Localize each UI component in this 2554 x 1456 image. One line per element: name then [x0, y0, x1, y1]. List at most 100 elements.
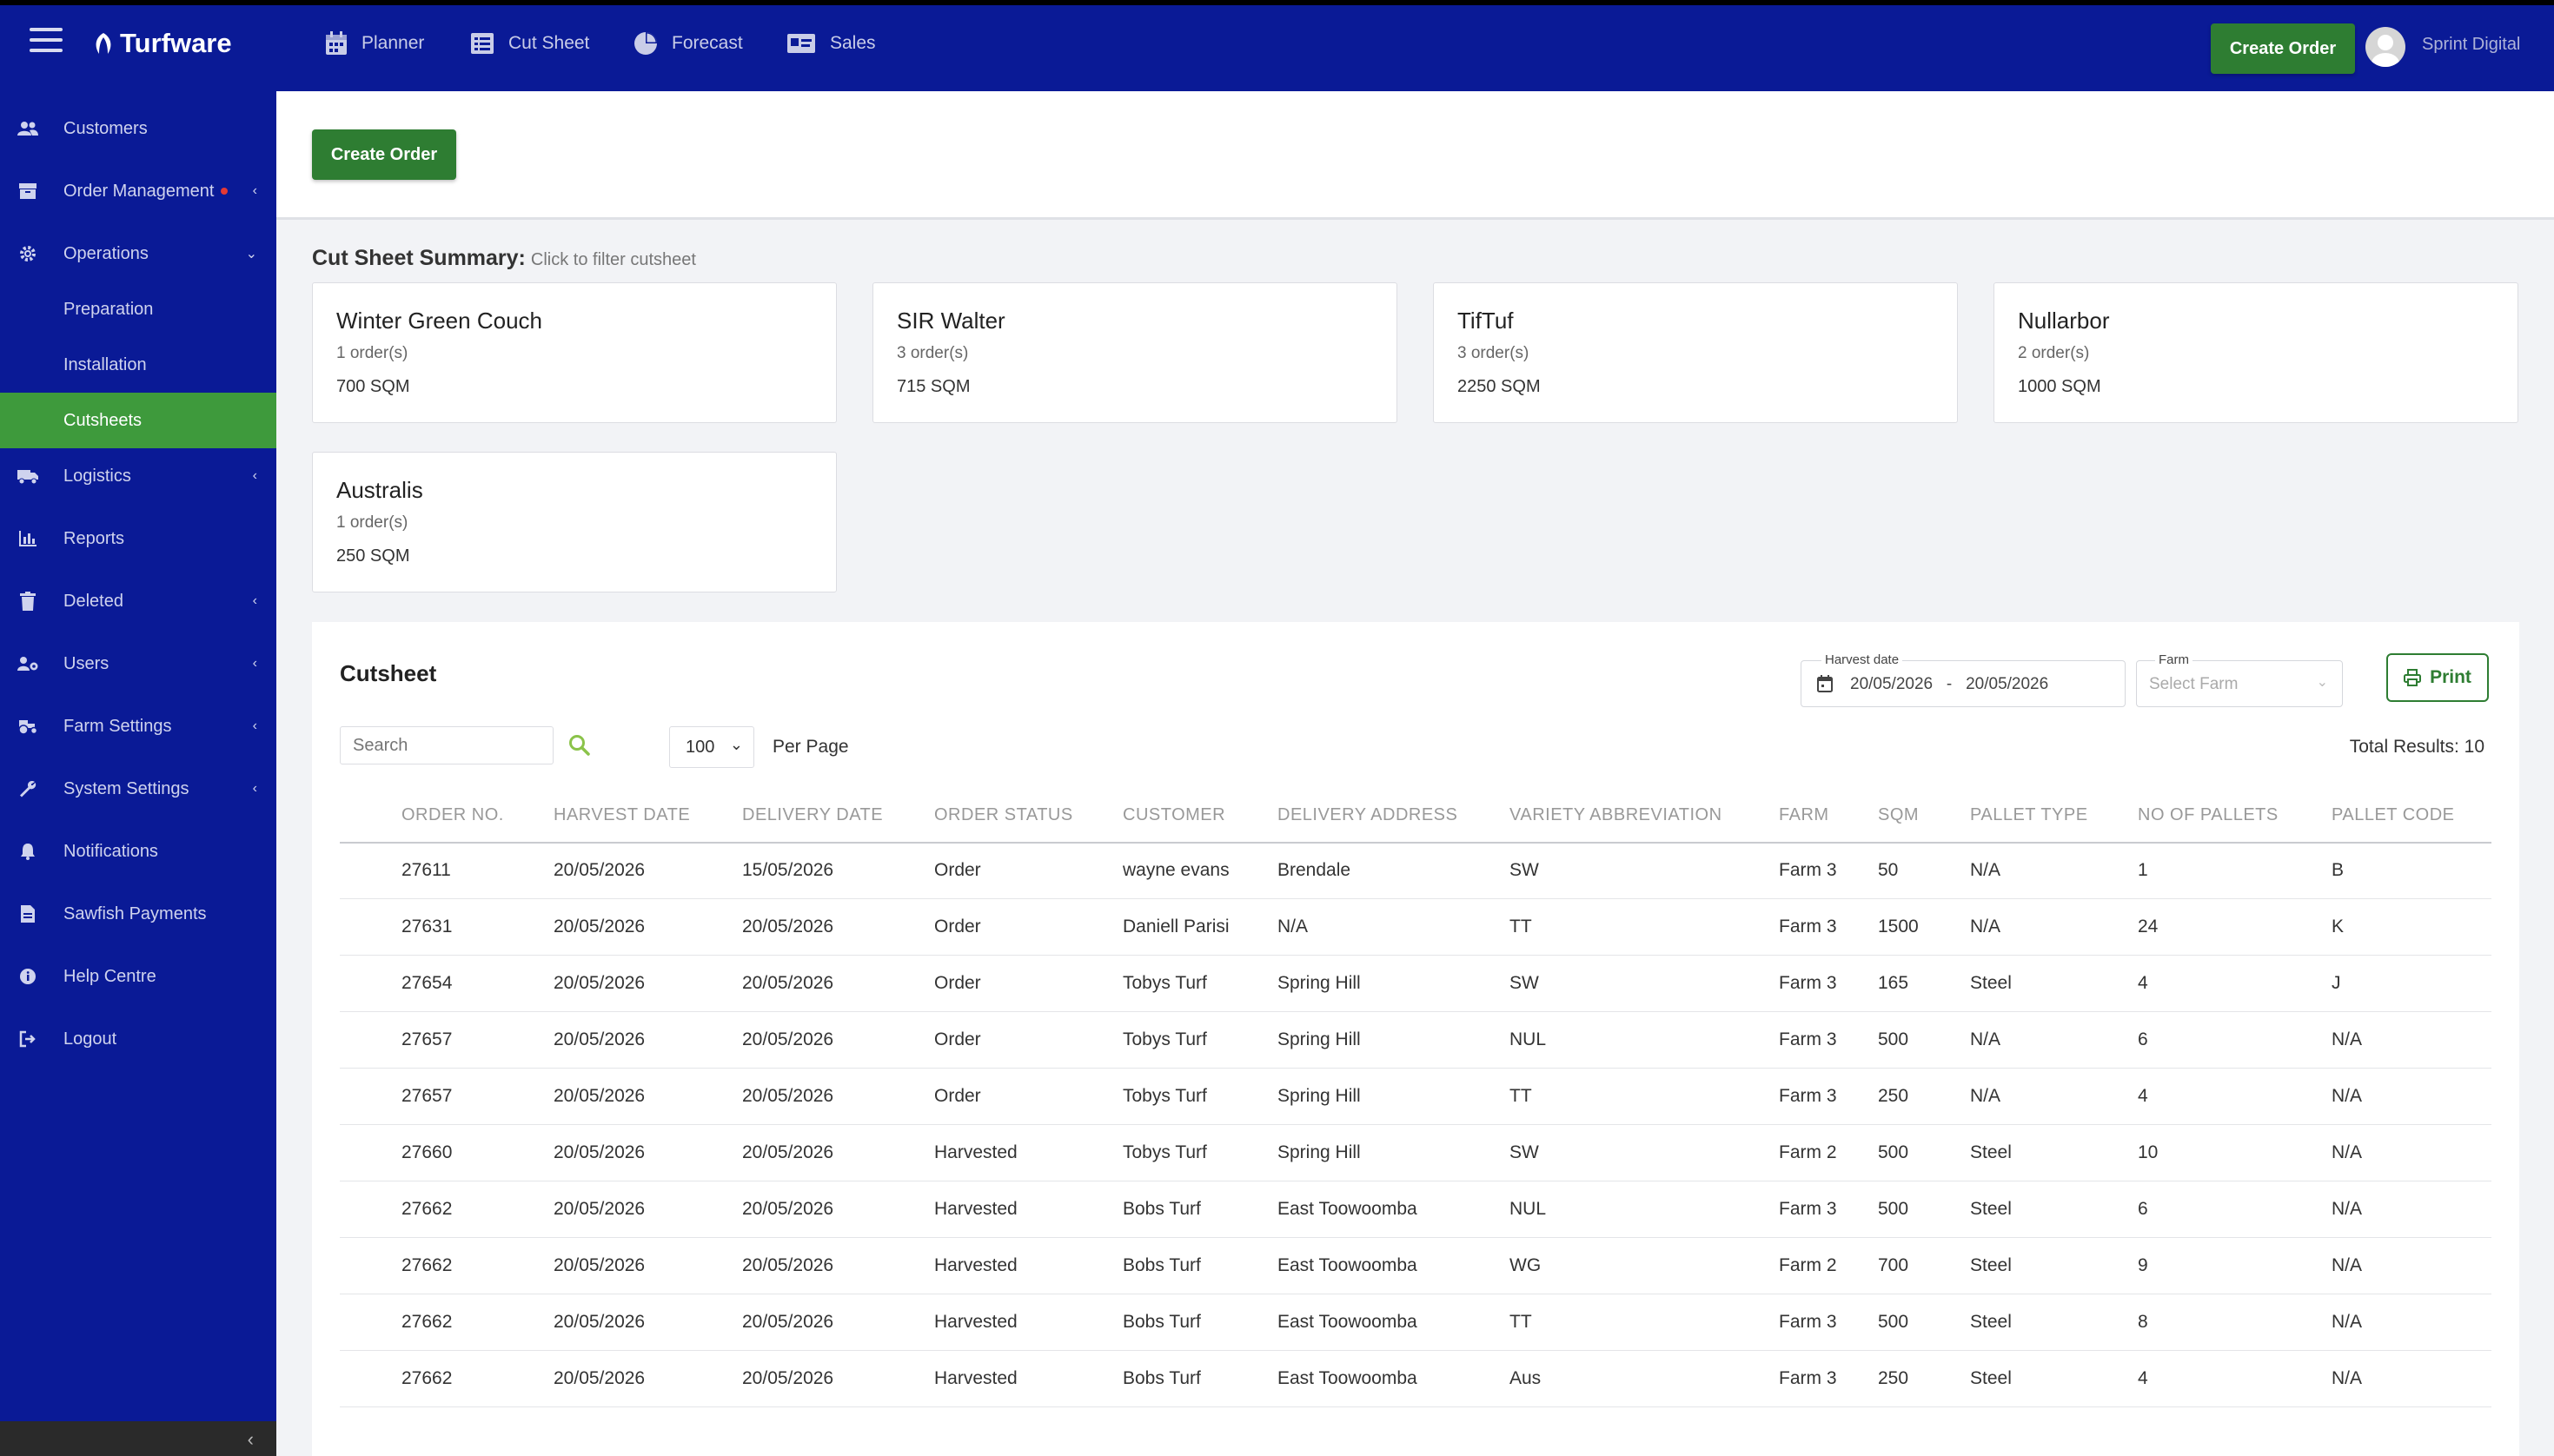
topnav-cut-sheet[interactable]: Cut Sheet: [470, 26, 589, 61]
topnav-forecast[interactable]: Forecast: [634, 26, 743, 61]
sidebar-item-farm-settings[interactable]: Farm Settings ‹: [0, 698, 276, 754]
summary-card-winter-green-couch[interactable]: Winter Green Couch 1 order(s) 700 SQM: [312, 282, 837, 423]
cell-order-status: Harvested: [934, 1255, 1018, 1275]
sidebar-item-label: Sawfish Payments: [63, 903, 207, 923]
cell-delivery-date: 20/05/2026: [742, 1199, 834, 1219]
table-row[interactable]: 27657 20/05/2026 20/05/2026 Order Tobys Turf…: [340, 1069, 2491, 1125]
col-pallet-type[interactable]: PALLET TYPE: [1970, 805, 2088, 824]
col-customer[interactable]: CUSTOMER: [1123, 805, 1226, 824]
cell-no-of-pallets: 4: [2138, 973, 2148, 993]
sidebar-item-customers[interactable]: Customers: [0, 101, 276, 156]
col-order-status[interactable]: ORDER STATUS: [934, 805, 1073, 824]
sidebar-item-users[interactable]: Users ‹: [0, 636, 276, 692]
cell-customer: Tobys Turf: [1123, 1029, 1207, 1049]
table-row[interactable]: 27662 20/05/2026 20/05/2026 Harvested Bobs T…: [340, 1238, 2491, 1294]
cell-delivery-date: 20/05/2026: [742, 1029, 834, 1049]
sidebar-item-reports[interactable]: Reports: [0, 511, 276, 566]
farm-select[interactable]: Select Farm ⌄: [2136, 660, 2343, 707]
sidebar-item-system-settings[interactable]: System Settings ‹: [0, 761, 276, 817]
sidebar-item-cutsheets[interactable]: Cutsheets: [0, 393, 276, 448]
sidebar-item-label: Notifications: [63, 841, 158, 861]
col-variety-abbreviation[interactable]: VARIETY ABBREVIATION: [1509, 805, 1722, 824]
user-name[interactable]: Sprint Digital: [2422, 35, 2521, 54]
cell-delivery-address: Spring Hill: [1277, 973, 1361, 993]
bar-chart-icon: [17, 528, 38, 549]
print-label: Print: [2430, 667, 2471, 687]
cell-sqm: 500: [1878, 1029, 1909, 1049]
summary-card-nullarbor[interactable]: Nullarbor 2 order(s) 1000 SQM: [1993, 282, 2518, 423]
users-cog-icon: [17, 653, 38, 674]
cell-customer: Tobys Turf: [1123, 973, 1207, 993]
action-bar: [276, 91, 2554, 220]
cell-pallet-code: J: [2332, 973, 2341, 993]
search-input[interactable]: [340, 726, 554, 764]
sidebar-item-deleted[interactable]: Deleted ‹: [0, 573, 276, 629]
app-logo[interactable]: Turfware: [90, 26, 232, 61]
search-icon[interactable]: [568, 734, 591, 757]
cell-variety: SW: [1509, 1142, 1539, 1162]
col-harvest-date[interactable]: HARVEST DATE: [554, 805, 691, 824]
cell-sqm: 250: [1878, 1086, 1909, 1106]
farm-label: Farm: [2155, 652, 2192, 667]
sidebar-item-installation[interactable]: Installation: [0, 337, 276, 393]
chevron-left-icon: ‹: [252, 781, 257, 796]
topnav-sales[interactable]: Sales: [786, 26, 876, 61]
sidebar-item-logistics[interactable]: Logistics ‹: [0, 448, 276, 504]
col-no-of-pallets[interactable]: NO OF PALLETS: [2138, 805, 2279, 824]
sidebar-item-sawfish-payments[interactable]: Sawfish Payments: [0, 886, 276, 942]
card-order-count: 3 order(s): [897, 344, 969, 362]
cell-no-of-pallets: 8: [2138, 1312, 2148, 1332]
topnav-planner[interactable]: Planner: [325, 26, 424, 61]
chevron-left-icon: ‹: [252, 656, 257, 671]
cell-pallet-type: Steel: [1970, 1199, 2012, 1219]
cell-order-status: Harvested: [934, 1368, 1018, 1388]
harvest-date-range-picker[interactable]: 20/05/2026 - 20/05/2026: [1801, 660, 2126, 707]
create-order-button-top[interactable]: Create Order: [2211, 23, 2355, 74]
col-delivery-address[interactable]: DELIVERY ADDRESS: [1277, 805, 1458, 824]
card-sqm: 715 SQM: [897, 377, 971, 396]
table-row[interactable]: 27662 20/05/2026 20/05/2026 Harvested Bobs T…: [340, 1181, 2491, 1238]
sidebar-item-help-centre[interactable]: Help Centre: [0, 949, 276, 1004]
sidebar-item-order-management[interactable]: Order Management ‹: [0, 163, 276, 219]
summary-card-tiftuf[interactable]: TifTuf 3 order(s) 2250 SQM: [1433, 282, 1958, 423]
col-pallet-code[interactable]: PALLET CODE: [2332, 805, 2455, 824]
logout-icon: [17, 1029, 38, 1049]
trash-icon: [17, 591, 38, 612]
table-row[interactable]: 27660 20/05/2026 20/05/2026 Harvested Tobys …: [340, 1125, 2491, 1181]
users-icon: [17, 118, 38, 139]
cell-variety: TT: [1509, 1312, 1532, 1332]
table-row[interactable]: 27654 20/05/2026 20/05/2026 Order Tobys Turf…: [340, 956, 2491, 1012]
sidebar-item-preparation[interactable]: Preparation: [0, 281, 276, 337]
col-delivery-date[interactable]: DELIVERY DATE: [742, 805, 884, 824]
sidebar-item-notifications[interactable]: Notifications: [0, 824, 276, 879]
table-row[interactable]: 27662 20/05/2026 20/05/2026 Harvested Bobs T…: [340, 1294, 2491, 1351]
sidebar-item-operations[interactable]: Operations ⌄: [0, 226, 276, 281]
print-button[interactable]: Print: [2386, 653, 2489, 702]
summary-card-australis[interactable]: Australis 1 order(s) 250 SQM: [312, 452, 837, 592]
cell-delivery-address: Spring Hill: [1277, 1029, 1361, 1049]
collapse-sidebar-icon[interactable]: ‹: [247, 1428, 254, 1450]
per-page-select[interactable]: 100 ⌄: [669, 726, 754, 768]
cell-no-of-pallets: 10: [2138, 1142, 2159, 1162]
file-icon: [17, 903, 38, 924]
cell-variety: NUL: [1509, 1199, 1547, 1219]
col-farm[interactable]: FARM: [1779, 805, 1829, 824]
table-row[interactable]: 27631 20/05/2026 20/05/2026 Order Daniell Pa…: [340, 899, 2491, 956]
sidebar-item-label: Operations: [63, 243, 149, 263]
table-row[interactable]: 27611 20/05/2026 15/05/2026 Order wayne evan…: [340, 843, 2491, 899]
table-header: ORDER NO. HARVEST DATE DELIVERY DATE ORD…: [340, 786, 2491, 844]
menu-toggle-icon[interactable]: [30, 28, 63, 54]
sidebar-item-logout[interactable]: Logout: [0, 1011, 276, 1067]
table-row[interactable]: 27662 20/05/2026 20/05/2026 Harvested Bobs T…: [340, 1351, 2491, 1407]
cell-delivery-date: 20/05/2026: [742, 1312, 834, 1332]
summary-card-sir-walter[interactable]: SIR Walter 3 order(s) 715 SQM: [872, 282, 1397, 423]
cell-variety: Aus: [1509, 1368, 1542, 1388]
create-order-button[interactable]: Create Order: [312, 129, 456, 180]
cell-delivery-date: 20/05/2026: [742, 1142, 834, 1162]
user-avatar[interactable]: [2365, 27, 2405, 67]
sidebar-item-label: System Settings: [63, 778, 189, 798]
table-row[interactable]: 27657 20/05/2026 20/05/2026 Order Tobys Turf…: [340, 1012, 2491, 1069]
printer-icon: [2404, 669, 2422, 686]
col-order-no[interactable]: ORDER NO.: [401, 805, 504, 824]
col-sqm[interactable]: SQM: [1878, 805, 1920, 824]
